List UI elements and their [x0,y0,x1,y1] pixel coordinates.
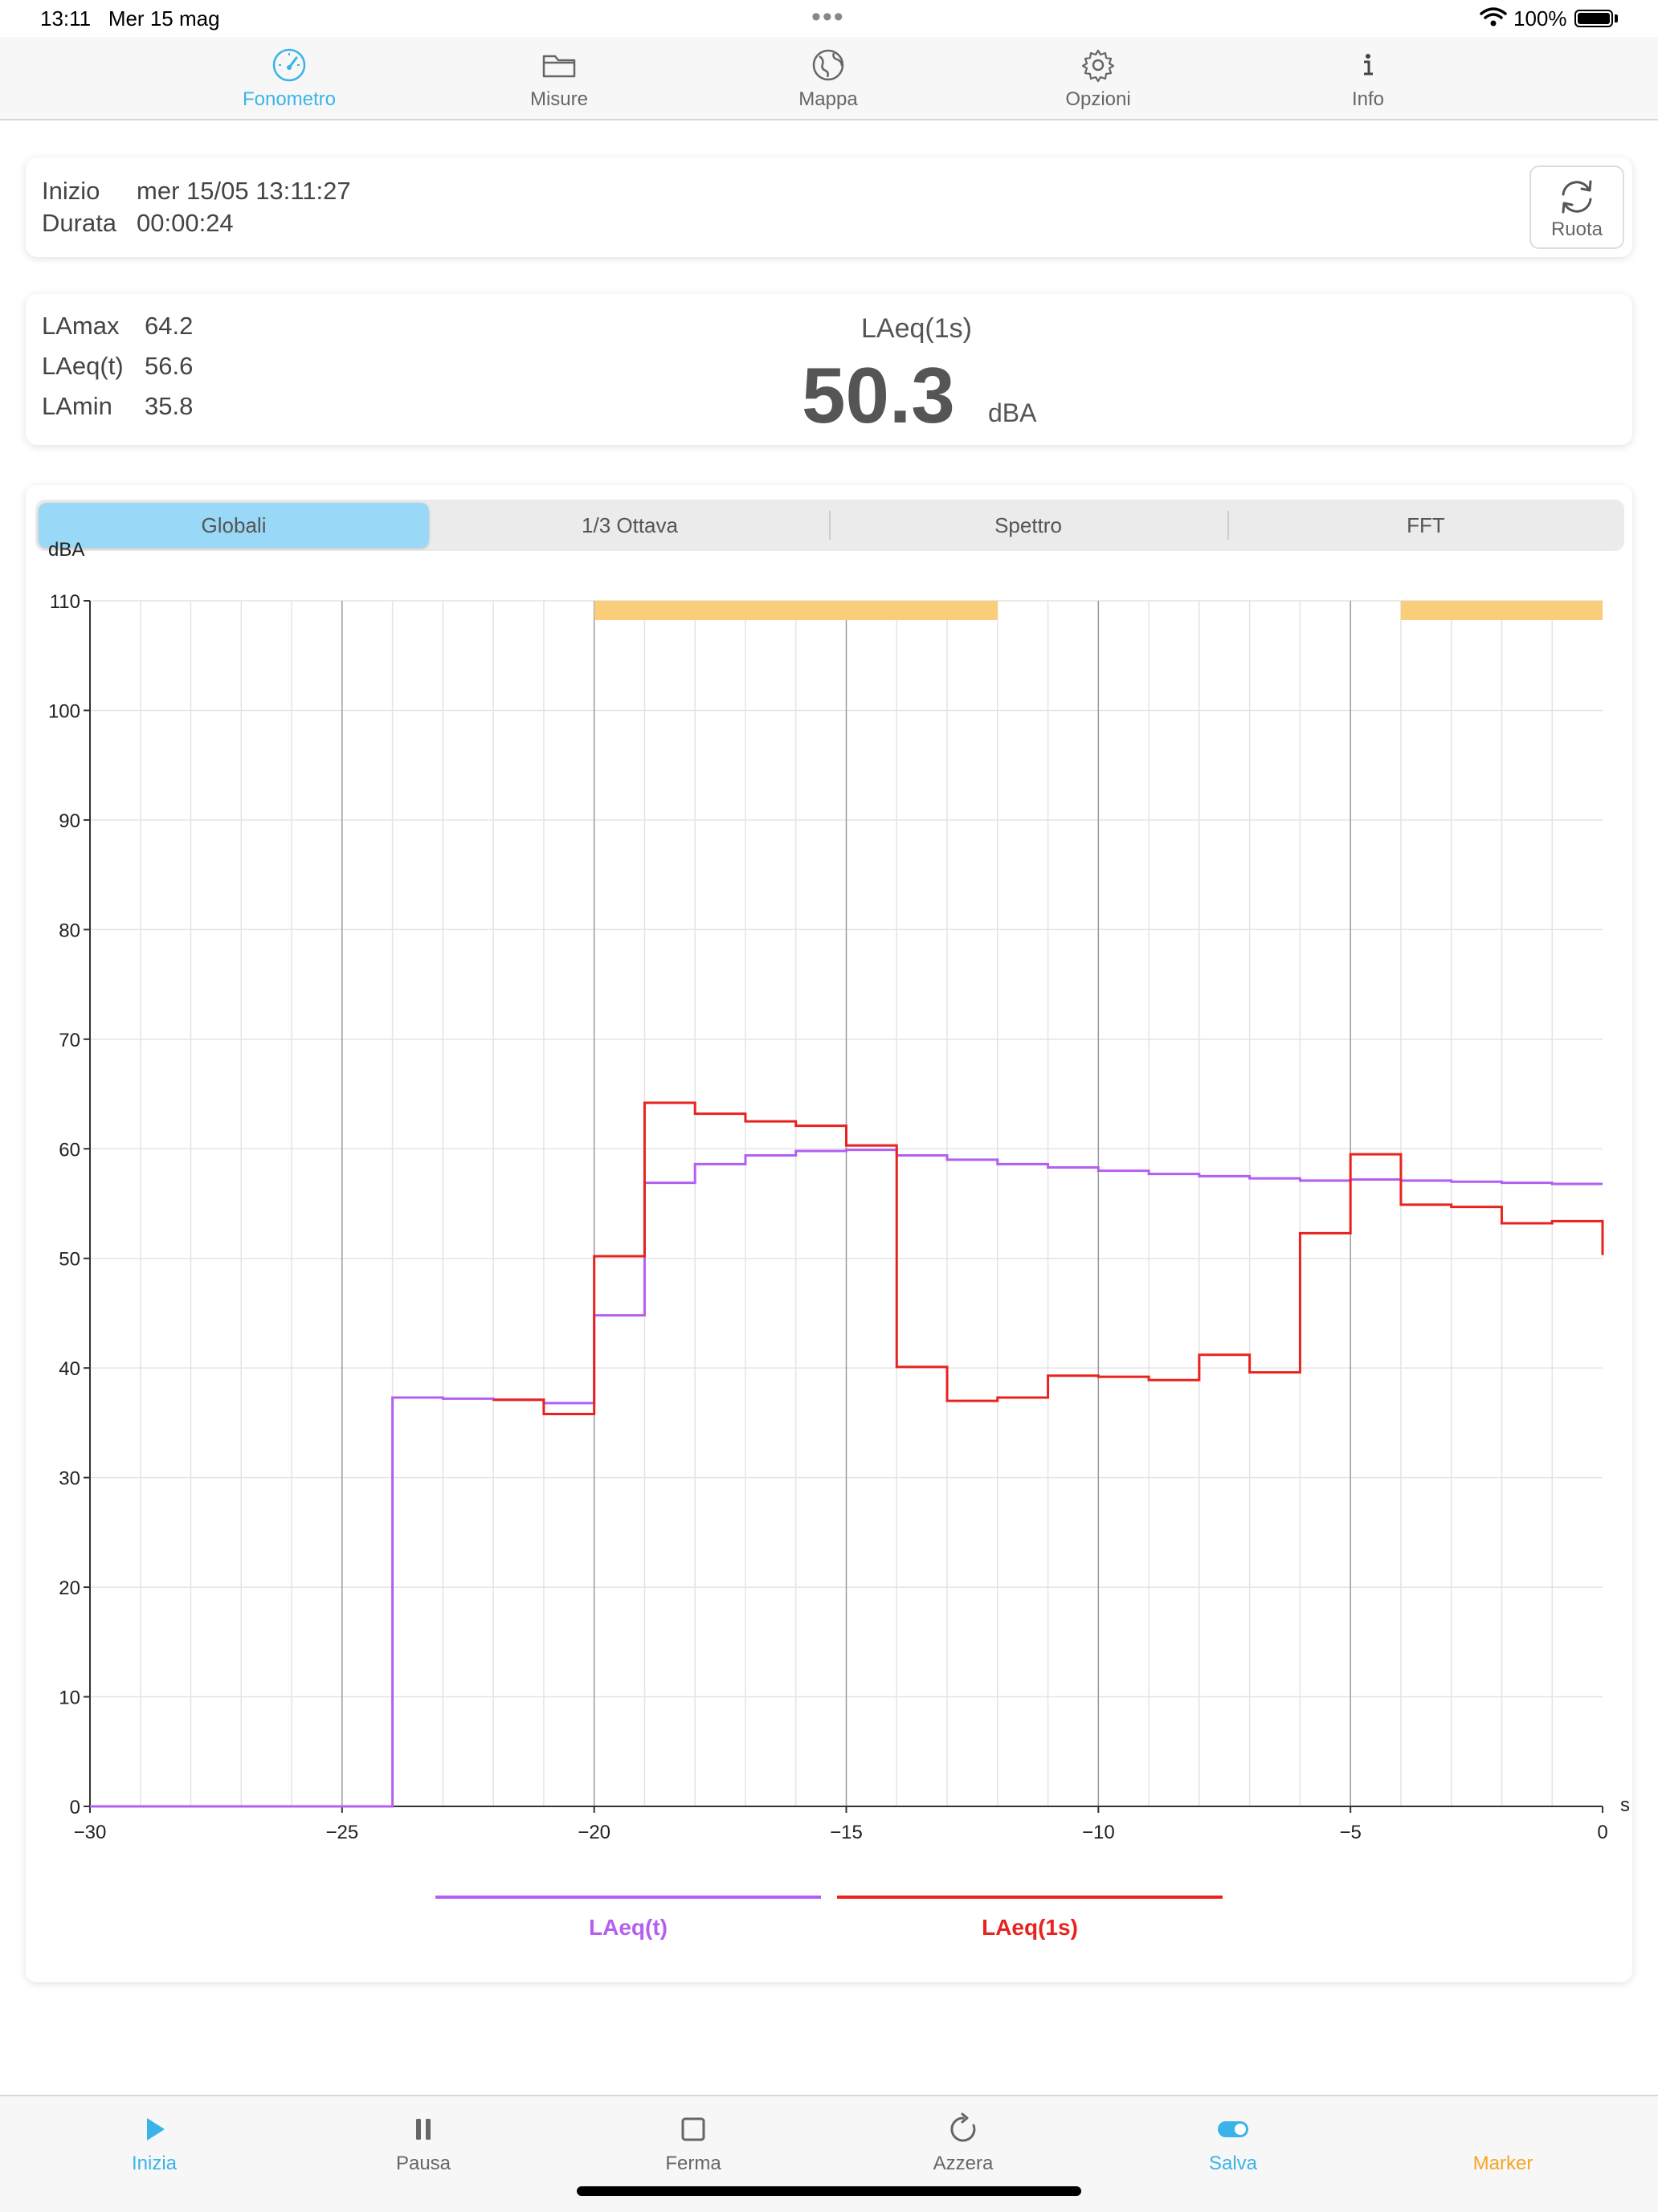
session-card: Inizio mer 15/05 13:11:27 Durata 00:00:2… [26,157,1632,257]
y-tick-label: 20 [59,1577,80,1599]
stop-button[interactable]: Ferma [605,2112,782,2175]
laeqt-value: 56.6 [145,352,194,380]
start-label: Inizia [131,2153,178,2174]
folder-icon [542,55,576,78]
rotate-label: Ruota [1550,218,1603,240]
y-axis-label: dBA [48,539,84,561]
lamin-label: LAmin [42,392,112,420]
x-tick-label: 0 [1597,1822,1607,1843]
lamax-value: 64.2 [145,312,194,340]
speedometer-icon [272,48,306,82]
y-tick-label: 0 [70,1797,80,1818]
segment-globali[interactable]: Globali [39,503,429,548]
y-tick-label: 110 [50,591,80,613]
duration-value: 00:00:24 [137,209,234,237]
toggle-icon [1218,2121,1248,2137]
overload-band [1400,601,1603,620]
tab-opzioni[interactable]: Opzioni [1002,47,1194,111]
y-tick-label: 40 [59,1358,80,1380]
save-label: Salva [1208,2153,1258,2174]
globe-icon [812,49,844,81]
rotate-button[interactable]: Ruota [1529,165,1624,249]
reset-button[interactable]: Azzera [875,2112,1052,2175]
chart-card: Globali 1/3 Ottava Spettro FFT 0 10 20 30 40… [26,485,1632,1982]
save-toggle[interactable]: Salva [1145,2112,1321,2175]
pause-button[interactable]: Pausa [335,2112,512,2175]
tab-label: Info [1351,88,1385,110]
status-time: 13:11 Mer 15 mag [40,6,220,31]
series-line-laeq1s [493,1101,1604,1415]
marker-label: Marker [1472,2153,1533,2174]
x-tick-label: −30 [74,1822,107,1843]
legend-label-laeq1s: LAeq(1s) [982,1915,1078,1940]
x-tick-label: −5 [1339,1822,1361,1843]
legend-line-laeqt [435,1896,821,1899]
legend-label-laeqt: LAeq(t) [589,1915,668,1940]
levels-card: LAmax 64.2 LAeq(t) 56.6 LAmin 35.8 LAeq(… [26,294,1632,445]
level-history-chart: 0 10 20 30 40 50 60 70 80 90 100 110 −30 −25 −20 −15 −10… [48,539,1630,1843]
status-bar: 13:11 Mer 15 mag ••• 100% [0,0,1658,37]
gear-icon [1081,49,1115,83]
x-axis-label: s [1620,1794,1630,1816]
tab-label: Mappa [798,88,858,110]
y-tick-label: 80 [59,920,80,941]
tab-label: Misure [529,88,588,110]
lamin-value: 35.8 [145,392,194,420]
main-level-unit: dBA [988,398,1037,427]
y-tick-label: 100 [48,700,80,722]
tab-mappa[interactable]: Mappa [732,47,925,111]
battery-percent: 100% [1513,6,1567,31]
tab-info[interactable]: Info [1272,47,1464,111]
laeqt-label: LAeq(t) [42,352,124,380]
x-tick-label: −25 [325,1822,358,1843]
x-tick-label: −20 [578,1822,611,1843]
pause-icon [416,2119,431,2140]
legend-line-laeq1s [837,1896,1223,1899]
top-nav: Fonometro Misure Mappa Opzioni Info [0,37,1658,120]
overload-band [594,601,998,620]
tab-misure[interactable]: Misure [463,47,655,111]
stop-label: Ferma [665,2153,721,2174]
tab-label: Opzioni [1065,88,1131,110]
y-tick-label: 10 [59,1688,80,1709]
tab-fonometro[interactable]: Fonometro [193,47,386,111]
rotate-icon [1562,180,1592,214]
main-level-value: 50.3 [802,351,955,439]
battery-icon [1574,10,1613,27]
tab-label: Fonometro [242,88,337,110]
play-icon [147,2118,165,2141]
home-indicator[interactable] [577,2186,1081,2196]
start-label: Inizio [42,177,100,205]
main-level-label: LAeq(1s) [861,313,972,344]
y-tick-label: 60 [59,1139,80,1161]
x-tick-label: −15 [830,1822,863,1843]
x-tick-label: −10 [1082,1822,1115,1843]
lamax-label: LAmax [42,312,120,340]
reset-label: Azzera [933,2153,994,2174]
multitask-dots[interactable]: ••• [811,2,845,32]
segment-spettro[interactable]: Spettro [994,513,1062,537]
duration-label: Durata [42,209,117,237]
reset-icon [950,2112,976,2142]
y-tick-label: 50 [59,1249,80,1271]
stop-icon [681,2117,705,2141]
segment-fft[interactable]: FFT [1407,513,1445,537]
start-button[interactable]: Inizia [66,2112,243,2175]
view-segmented-control: Globali 1/3 Ottava Spettro FFT [35,500,1624,551]
start-value: mer 15/05 13:11:27 [137,177,351,205]
y-tick-label: 70 [59,1030,80,1051]
pause-label: Pausa [395,2153,451,2174]
segment-terzi-ottava[interactable]: 1/3 Ottava [582,513,678,537]
info-icon [1364,54,1373,76]
marker-button[interactable]: Marker [1415,2112,1591,2175]
y-tick-label: 30 [59,1468,80,1490]
wifi-icon [1480,7,1507,27]
y-tick-label: 90 [59,810,80,832]
